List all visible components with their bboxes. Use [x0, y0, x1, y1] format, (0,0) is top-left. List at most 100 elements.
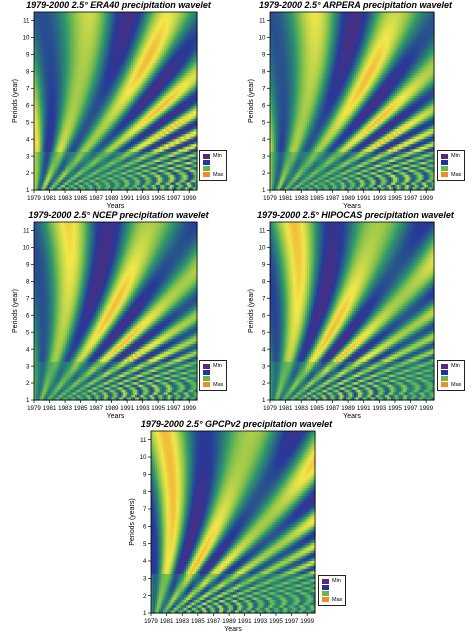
- heatmap-cell: [74, 156, 78, 161]
- heatmap-cell: [169, 22, 173, 26]
- heatmap-cell: [191, 88, 194, 92]
- heatmap-cell: [146, 17, 150, 21]
- heatmap-cell: [35, 128, 39, 133]
- heatmap-cell: [59, 121, 62, 125]
- heatmap-cell: [191, 149, 194, 153]
- heatmap-cell: [181, 83, 185, 87]
- heatmap-cell: [51, 70, 54, 74]
- heatmap-cell: [72, 78, 76, 82]
- heatmap-cell: [140, 39, 144, 44]
- heatmap-cell: [49, 123, 53, 128]
- heatmap-cell: [78, 121, 82, 125]
- heatmap-cell: [107, 128, 111, 133]
- heatmap-cell: [193, 29, 196, 33]
- heatmap-cell: [185, 139, 188, 143]
- heatmap-cell: [96, 78, 99, 82]
- heatmap-cell: [74, 139, 78, 143]
- heatmap-cell: [144, 62, 148, 66]
- heatmap-cell: [167, 141, 171, 145]
- heatmap-cell: [119, 17, 122, 21]
- heatmap-cell: [193, 98, 196, 102]
- heatmap-cell: [121, 55, 124, 59]
- heatmap-cell: [121, 14, 124, 18]
- heatmap-cell: [88, 111, 91, 115]
- heatmap-cell: [193, 62, 196, 66]
- heatmap-cell: [123, 24, 126, 28]
- heatmap-cell: [57, 47, 60, 51]
- heatmap-cell: [156, 128, 159, 133]
- heatmap-cell: [171, 108, 175, 112]
- heatmap-cell: [158, 111, 161, 115]
- heatmap-cell: [66, 90, 70, 94]
- heatmap-cell: [156, 47, 159, 51]
- heatmap-cell: [162, 141, 165, 145]
- heatmap-cell: [99, 136, 103, 140]
- heatmap-cell: [175, 70, 179, 74]
- heatmap-cell: [187, 22, 190, 26]
- heatmap-cell: [96, 57, 99, 61]
- heatmap-cell: [39, 42, 43, 46]
- heatmap-cell: [66, 57, 70, 61]
- heatmap-cell: [146, 29, 150, 33]
- heatmap-cell: [78, 159, 82, 163]
- heatmap-cell: [131, 116, 134, 120]
- heatmap-cell: [162, 113, 165, 117]
- heatmap-cell: [55, 73, 58, 77]
- heatmap-cell: [99, 116, 103, 120]
- heatmap-cell: [134, 65, 138, 69]
- heatmap-cell: [177, 103, 181, 107]
- heatmap-cell: [99, 75, 103, 79]
- heatmap-cell: [134, 88, 138, 92]
- heatmap-cell: [51, 103, 54, 107]
- heatmap-cell: [160, 93, 163, 97]
- heatmap-cell: [111, 37, 115, 41]
- heatmap-cell: [68, 103, 72, 107]
- heatmap-cell: [121, 73, 124, 77]
- heatmap-cell: [72, 39, 76, 44]
- heatmap-cell: [175, 134, 179, 138]
- heatmap-cell: [148, 65, 152, 69]
- heatmap-cell: [134, 121, 138, 125]
- heatmap-cell: [152, 101, 155, 105]
- heatmap-cell: [109, 12, 113, 16]
- heatmap-cell: [131, 19, 134, 23]
- heatmap-cell: [154, 128, 157, 133]
- heatmap-cell: [152, 42, 155, 46]
- heatmap-cell: [92, 39, 95, 44]
- heatmap-cell: [72, 85, 76, 89]
- heatmap-cell: [165, 17, 169, 21]
- heatmap-cell: [165, 95, 169, 100]
- heatmap-cell: [94, 50, 97, 54]
- heatmap-cell: [129, 19, 132, 23]
- heatmap-cell: [43, 103, 47, 107]
- heatmap-cell: [185, 50, 188, 54]
- heatmap-cell: [68, 65, 72, 69]
- heatmap-cell: [59, 85, 62, 89]
- heatmap-cell: [132, 37, 136, 41]
- heatmap-cell: [59, 149, 62, 153]
- heatmap-cell: [134, 111, 138, 115]
- heatmap-cell: [115, 45, 119, 49]
- heatmap-cell: [41, 93, 45, 97]
- heatmap-cell: [101, 159, 105, 163]
- heatmap-cell: [123, 136, 126, 140]
- heatmap-cell: [80, 47, 84, 51]
- heatmap-cell: [146, 75, 150, 79]
- heatmap-cell: [80, 29, 84, 33]
- heatmap-cell: [181, 154, 185, 158]
- heatmap-cell: [105, 47, 109, 51]
- heatmap-cell: [189, 80, 192, 84]
- heatmap-cell: [105, 141, 109, 145]
- heatmap-cell: [80, 154, 84, 158]
- heatmap-cell: [177, 118, 181, 122]
- heatmap-cell: [121, 139, 124, 143]
- heatmap-cell: [167, 95, 171, 100]
- heatmap-cell: [129, 123, 132, 128]
- heatmap-cell: [94, 73, 97, 77]
- heatmap-cell: [61, 128, 64, 133]
- heatmap-cell: [78, 136, 82, 140]
- heatmap-cell: [185, 78, 188, 82]
- heatmap-cell: [148, 67, 152, 72]
- heatmap-cell: [94, 37, 97, 41]
- heatmap-cell: [39, 90, 43, 94]
